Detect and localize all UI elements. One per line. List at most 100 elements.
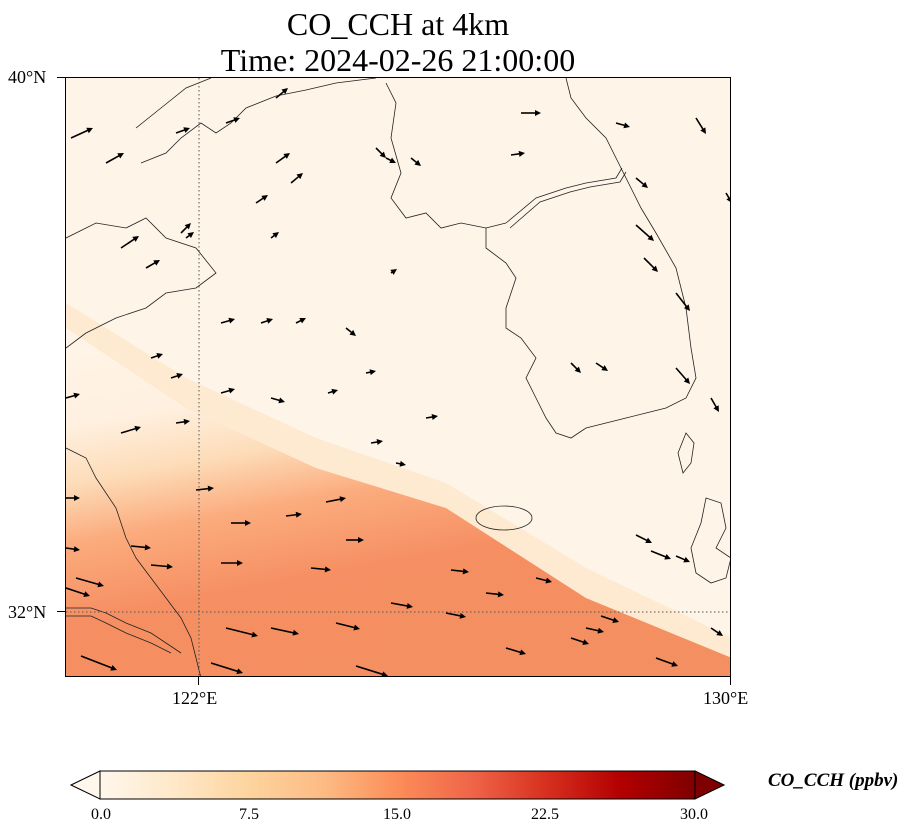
wind-vector-head bbox=[144, 544, 151, 551]
wind-vector-head bbox=[376, 439, 383, 445]
wind-vector-shaft bbox=[275, 154, 288, 164]
wind-vector-head bbox=[683, 377, 690, 384]
wind-vector-head bbox=[324, 566, 331, 573]
wind-vector-head bbox=[156, 353, 163, 359]
yangtze-estuary-2 bbox=[66, 615, 172, 654]
wind-vector-head bbox=[369, 369, 376, 376]
jeju-island bbox=[475, 505, 533, 531]
wind-vector-shaft bbox=[325, 497, 343, 503]
wind-vector-head bbox=[519, 649, 526, 656]
co-plume-region bbox=[66, 328, 730, 676]
wind-vector-head bbox=[74, 495, 80, 501]
wind-vector-head bbox=[110, 665, 117, 671]
lon-label-122e: 122°E bbox=[172, 688, 218, 708]
wind-vector-shaft bbox=[445, 612, 463, 617]
wind-vector-head bbox=[574, 366, 581, 373]
wind-vector-head bbox=[278, 397, 285, 404]
wind-vector-head bbox=[641, 181, 648, 188]
wind-vector-head bbox=[97, 581, 104, 588]
wind-vector-head bbox=[166, 563, 173, 570]
colorbar-tick-1: 7.5 bbox=[239, 806, 259, 823]
wind-vector-shaft bbox=[585, 627, 601, 632]
wind-vector-shaft bbox=[675, 292, 689, 309]
chart-subtitle-time: Time: 2024-02-26 21:00:00 bbox=[220, 42, 576, 78]
wind-vector-head bbox=[651, 265, 658, 272]
wind-vector-head bbox=[358, 537, 364, 543]
lon-tick-130e bbox=[730, 677, 731, 685]
wind-vector-head bbox=[459, 612, 466, 619]
wind-vector-shaft bbox=[335, 622, 357, 629]
wind-vector-shaft bbox=[270, 627, 296, 634]
wind-vector-shaft bbox=[130, 545, 148, 549]
wind-vector-head bbox=[683, 304, 690, 311]
wind-vector-head bbox=[612, 617, 619, 623]
wind-vector-head bbox=[73, 546, 80, 553]
coastline-china-east bbox=[66, 447, 201, 676]
wind-vector-head bbox=[183, 418, 190, 425]
colorbar-tick-3: 22.5 bbox=[531, 806, 559, 823]
wind-vector-shaft bbox=[390, 602, 410, 608]
wind-vector-shaft bbox=[675, 367, 688, 382]
wind-vector-head bbox=[647, 234, 654, 241]
wind-vector-shaft bbox=[75, 577, 101, 586]
wind-vector-head bbox=[726, 197, 730, 202]
wind-vector-head bbox=[281, 88, 288, 95]
dmz-line bbox=[505, 167, 623, 224]
wind-vector-head bbox=[245, 520, 251, 526]
wind-vector-shaft bbox=[70, 128, 90, 139]
wind-vector-head bbox=[623, 122, 630, 129]
dmz-line-2 bbox=[509, 171, 627, 229]
lat-tick-40n bbox=[57, 77, 65, 78]
wind-vector-shaft bbox=[285, 513, 299, 517]
wind-vector-head bbox=[535, 110, 541, 116]
wind-vector-head bbox=[132, 236, 139, 242]
wind-vector-head bbox=[339, 496, 346, 503]
colorbar-tick-0: 0.0 bbox=[91, 806, 111, 823]
wind-vector-head bbox=[73, 392, 80, 399]
wind-vector-head bbox=[292, 629, 299, 636]
gridlines bbox=[66, 78, 730, 676]
colorbar-fill bbox=[99, 770, 696, 800]
wind-vector-head bbox=[283, 153, 290, 159]
wind-vector-head bbox=[117, 153, 124, 159]
wind-vector-head bbox=[700, 127, 706, 134]
lon-tick-122e bbox=[198, 677, 199, 685]
co-plume-transition bbox=[66, 303, 730, 658]
wind-vector-head bbox=[683, 556, 690, 563]
colorbar-extend-max bbox=[694, 770, 725, 800]
wind-vector-head bbox=[664, 553, 671, 560]
colorbar bbox=[70, 770, 725, 800]
wind-vector-shaft bbox=[210, 662, 240, 673]
wind-vector-head bbox=[153, 260, 160, 266]
japan-kyushu bbox=[690, 497, 730, 584]
wind-vector-shaft bbox=[355, 665, 385, 676]
wind-vector-head bbox=[272, 232, 279, 238]
wind-vector-head bbox=[349, 329, 356, 336]
coastline-liaodong bbox=[140, 78, 377, 164]
lon-label-130e: 130°E bbox=[703, 688, 749, 708]
wind-vector-head bbox=[582, 639, 589, 645]
wind-vector-shaft bbox=[695, 117, 705, 132]
wind-vector-head bbox=[187, 232, 194, 238]
wind-vector-head bbox=[236, 668, 243, 675]
wind-vector-head bbox=[299, 318, 306, 324]
lat-label-40n: 40°N bbox=[8, 67, 47, 87]
wind-vector-shaft bbox=[570, 637, 586, 644]
wind-vector-shaft bbox=[120, 237, 137, 249]
wind-vector-shaft bbox=[655, 657, 675, 666]
wind-vector-head bbox=[497, 591, 504, 598]
wind-vector-head bbox=[296, 173, 303, 180]
wind-vector-head bbox=[233, 117, 240, 123]
wind-vector-head bbox=[353, 624, 360, 631]
coastlines bbox=[66, 78, 730, 676]
yangtze-estuary bbox=[66, 607, 182, 654]
wind-vector-head bbox=[134, 425, 141, 432]
colorbar-label: CO_CCH (ppbv) bbox=[768, 770, 899, 791]
wind-vector-shaft bbox=[650, 550, 668, 559]
wind-vector-shaft bbox=[535, 577, 549, 582]
tsushima bbox=[677, 432, 695, 474]
wind-vector-head bbox=[183, 127, 190, 133]
coastline-shandong bbox=[66, 217, 217, 349]
wind-vector-head bbox=[83, 591, 90, 597]
wind-vector-head bbox=[86, 127, 93, 134]
